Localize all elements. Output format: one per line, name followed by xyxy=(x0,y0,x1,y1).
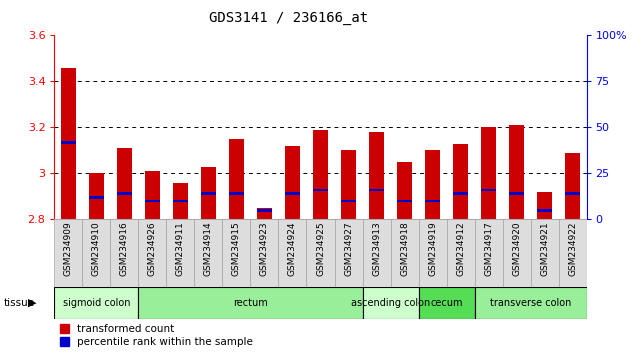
Bar xyxy=(251,219,278,287)
Text: rectum: rectum xyxy=(233,298,268,308)
Bar xyxy=(558,219,587,287)
Bar xyxy=(453,144,468,219)
Bar xyxy=(229,139,244,219)
Bar xyxy=(419,287,474,319)
Bar xyxy=(61,141,76,143)
Bar xyxy=(117,148,132,219)
Text: GSM234925: GSM234925 xyxy=(316,222,325,276)
Text: GSM234922: GSM234922 xyxy=(568,222,577,276)
Bar xyxy=(257,209,272,212)
Bar xyxy=(537,192,552,219)
Bar xyxy=(89,196,104,199)
Bar xyxy=(110,219,138,287)
Bar xyxy=(341,200,356,202)
Bar xyxy=(335,219,363,287)
Bar xyxy=(306,219,335,287)
Text: ascending colon: ascending colon xyxy=(351,298,430,308)
Text: GSM234915: GSM234915 xyxy=(232,222,241,276)
Bar xyxy=(425,200,440,202)
Bar xyxy=(201,192,216,195)
Text: GSM234919: GSM234919 xyxy=(428,222,437,276)
Bar xyxy=(201,167,216,219)
Bar xyxy=(145,171,160,219)
Text: sigmoid colon: sigmoid colon xyxy=(63,298,130,308)
Bar xyxy=(363,287,419,319)
Bar xyxy=(369,132,384,219)
Bar xyxy=(138,287,363,319)
Text: GSM234912: GSM234912 xyxy=(456,222,465,276)
Text: GSM234916: GSM234916 xyxy=(120,222,129,276)
Bar xyxy=(531,219,558,287)
Bar xyxy=(83,219,110,287)
Bar xyxy=(285,192,300,195)
Text: GSM234923: GSM234923 xyxy=(260,222,269,276)
Legend: transformed count, percentile rank within the sample: transformed count, percentile rank withi… xyxy=(60,324,253,347)
Text: GSM234911: GSM234911 xyxy=(176,222,185,276)
Text: GSM234921: GSM234921 xyxy=(540,222,549,276)
Text: GSM234910: GSM234910 xyxy=(92,222,101,276)
Bar xyxy=(285,146,300,219)
Bar xyxy=(397,200,412,202)
Text: GDS3141 / 236166_at: GDS3141 / 236166_at xyxy=(209,11,368,25)
Bar xyxy=(313,189,328,192)
Text: GSM234914: GSM234914 xyxy=(204,222,213,276)
Bar xyxy=(565,153,580,219)
Text: GSM234927: GSM234927 xyxy=(344,222,353,276)
Bar xyxy=(509,192,524,195)
Text: GSM234917: GSM234917 xyxy=(484,222,493,276)
Bar xyxy=(474,219,503,287)
Text: transverse colon: transverse colon xyxy=(490,298,571,308)
Bar xyxy=(313,130,328,219)
Bar xyxy=(474,287,587,319)
Text: GSM234920: GSM234920 xyxy=(512,222,521,276)
Bar xyxy=(173,200,188,202)
Bar xyxy=(117,192,132,195)
Bar xyxy=(537,209,552,212)
Text: GSM234924: GSM234924 xyxy=(288,222,297,276)
Text: GSM234918: GSM234918 xyxy=(400,222,409,276)
Bar xyxy=(61,68,76,219)
Bar xyxy=(481,127,496,219)
Bar xyxy=(167,219,194,287)
Bar xyxy=(54,287,138,319)
Bar xyxy=(363,219,390,287)
Bar xyxy=(397,162,412,219)
Bar xyxy=(503,219,531,287)
Bar xyxy=(145,200,160,202)
Text: ▶: ▶ xyxy=(28,298,36,308)
Bar xyxy=(222,219,251,287)
Bar xyxy=(481,189,496,192)
Text: GSM234913: GSM234913 xyxy=(372,222,381,276)
Text: cecum: cecum xyxy=(430,298,463,308)
Text: GSM234909: GSM234909 xyxy=(64,222,73,276)
Bar xyxy=(278,219,306,287)
Bar xyxy=(509,125,524,219)
Bar xyxy=(54,219,83,287)
Bar xyxy=(229,192,244,195)
Bar xyxy=(89,173,104,219)
Bar xyxy=(390,219,419,287)
Bar xyxy=(447,219,474,287)
Bar xyxy=(138,219,167,287)
Bar xyxy=(194,219,222,287)
Bar xyxy=(257,208,272,219)
Bar xyxy=(565,192,580,195)
Bar xyxy=(419,219,447,287)
Text: GSM234926: GSM234926 xyxy=(148,222,157,276)
Bar xyxy=(369,189,384,192)
Text: tissue: tissue xyxy=(3,298,35,308)
Bar xyxy=(341,150,356,219)
Bar xyxy=(425,150,440,219)
Bar xyxy=(173,183,188,219)
Bar xyxy=(453,192,468,195)
